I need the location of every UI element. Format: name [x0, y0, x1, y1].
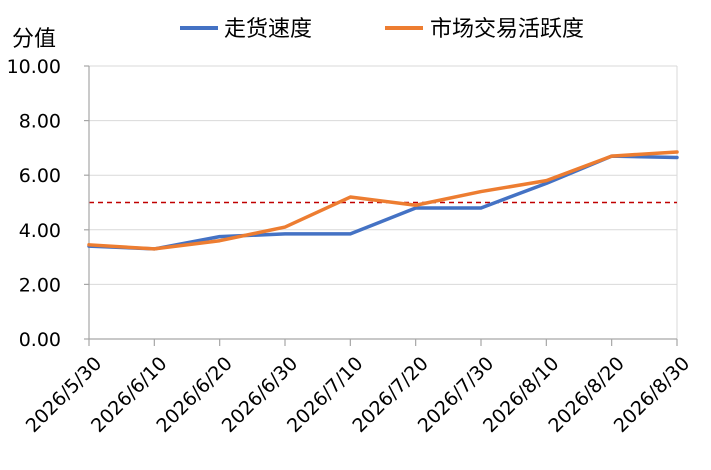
y-tick-label: 0.00	[19, 329, 61, 351]
axis-layer	[84, 65, 678, 346]
series-line-1	[87, 150, 679, 251]
y-axis-title: 分值	[12, 27, 56, 52]
y-tick-label: 6.00	[19, 165, 61, 187]
legend-label-1: 市场交易活跃度	[430, 17, 584, 42]
y-tick-label: 10.00	[7, 56, 61, 78]
y-tick-label: 2.00	[19, 274, 61, 296]
legend: 走货速度 市场交易活跃度	[180, 17, 584, 42]
legend-label-0: 走货速度	[224, 17, 312, 42]
y-tick-label: 8.00	[19, 111, 61, 133]
series-layer	[87, 150, 679, 251]
y-tick-label: 4.00	[19, 220, 61, 242]
